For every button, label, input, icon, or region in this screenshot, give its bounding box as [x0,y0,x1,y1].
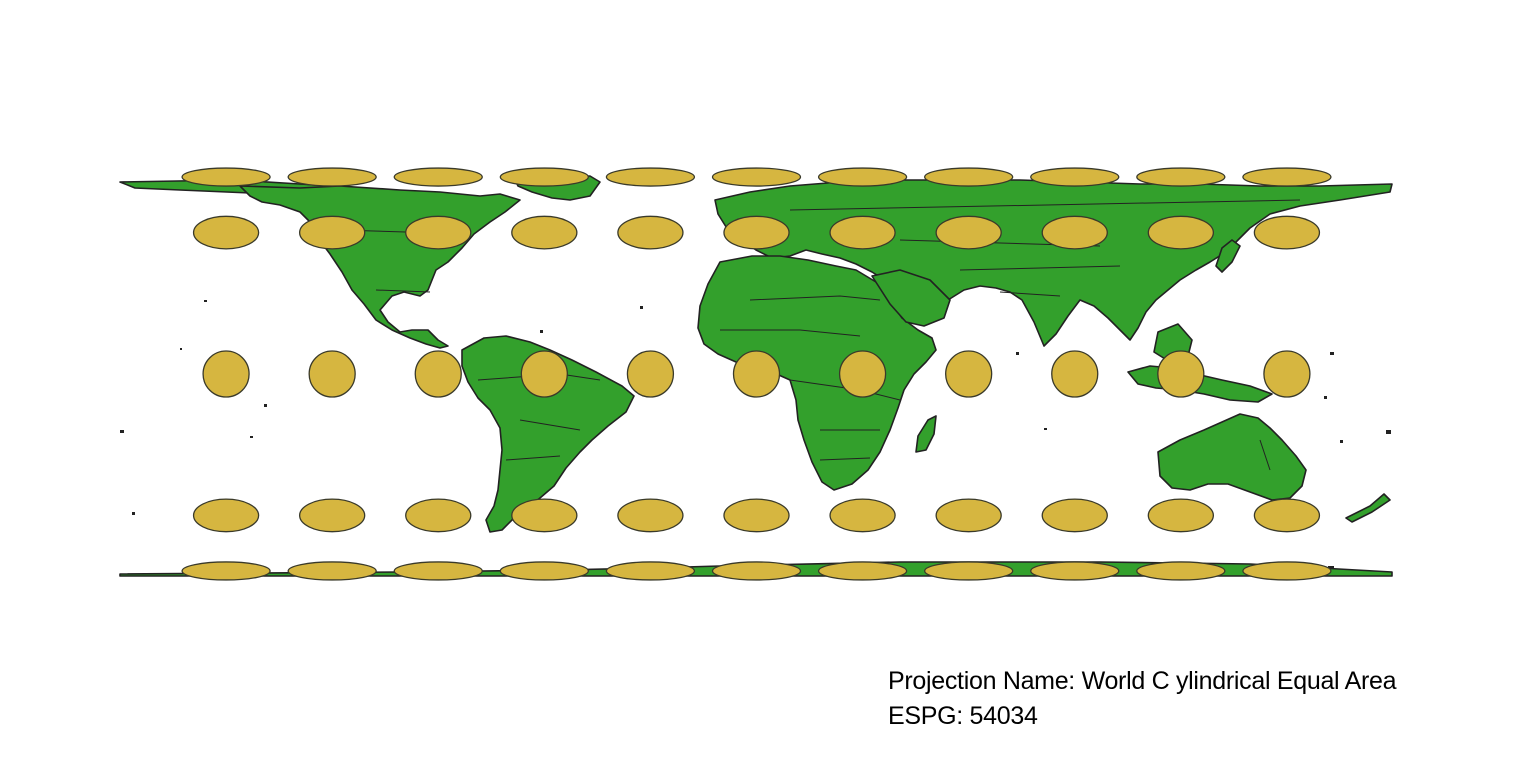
land-australia [1157,413,1307,501]
tissot-ellipse [287,167,377,187]
tissot-ellipse [499,167,589,187]
land-south-america [461,335,635,533]
tissot-ellipse [181,561,271,581]
land-arabia [871,269,951,327]
tissot-ellipse [605,167,696,187]
tissot-ellipse [511,215,578,250]
tissot-ellipse [829,215,896,250]
tissot-ellipse [511,498,578,533]
tissot-ellipse [935,498,1002,533]
tissot-ellipse [1242,167,1332,187]
tissot-ellipse [617,498,684,533]
tissot-ellipse [723,215,790,250]
tissot-ellipse [626,350,675,398]
tissot-ellipse [393,167,483,187]
tissot-ellipse [1051,350,1099,398]
land-madagascar [915,415,937,453]
tissot-ellipse [817,167,908,187]
tissot-ellipse [1030,167,1120,187]
tissot-ellipse [520,350,568,398]
tissot-ellipse [1136,167,1226,187]
tissot-ellipse [617,215,684,250]
tissot-ellipse [732,350,781,398]
tissot-ellipse [605,561,696,581]
land-japan [1215,239,1241,273]
tissot-ellipse [723,498,790,533]
tissot-ellipse [298,215,366,250]
tissot-ellipse [1041,215,1108,250]
tissot-ellipse [192,498,260,533]
tissot-indicatrix-layer [181,167,1332,581]
tissot-ellipse [287,561,377,581]
tissot-ellipse [499,561,589,581]
projection-info: Projection Name: World C ylindrical Equa… [888,664,1396,734]
tissot-ellipse [829,498,896,533]
tissot-ellipse [298,498,366,533]
tissot-ellipse [711,561,802,581]
espg-label: ESPG: 54034 [888,702,1038,730]
land-africa [697,255,937,491]
tissot-ellipse [1253,215,1321,250]
tissot-ellipse [817,561,908,581]
tissot-ellipse [1242,561,1332,581]
tissot-ellipse [181,167,271,187]
tissot-ellipse [945,350,993,398]
land-north-america [239,185,521,349]
tissot-ellipse [405,498,472,533]
tissot-ellipse [935,215,1002,250]
tissot-ellipse [308,350,356,398]
small-islands-layer [120,242,1391,568]
tissot-ellipse [1147,215,1215,250]
tissot-ellipse [192,215,260,250]
tissot-ellipse [1136,561,1226,581]
tissot-ellipse [711,167,802,187]
tissot-ellipse [1041,498,1108,533]
tissot-ellipse [1157,350,1205,398]
tissot-ellipse [1263,350,1311,398]
land-new-zealand [1345,493,1391,523]
projection-name-label: Projection Name: World C ylindrical Equa… [888,667,1397,695]
tissot-ellipse [393,561,483,581]
tissot-ellipse [202,350,250,398]
tissot-ellipse [924,167,1014,187]
tissot-ellipse [1147,498,1215,533]
tissot-ellipse [414,350,462,398]
tissot-ellipse [1030,561,1120,581]
tissot-ellipse [1253,498,1321,533]
tissot-ellipse [838,350,887,398]
tissot-ellipse [405,215,472,250]
tissot-ellipse [924,561,1014,581]
